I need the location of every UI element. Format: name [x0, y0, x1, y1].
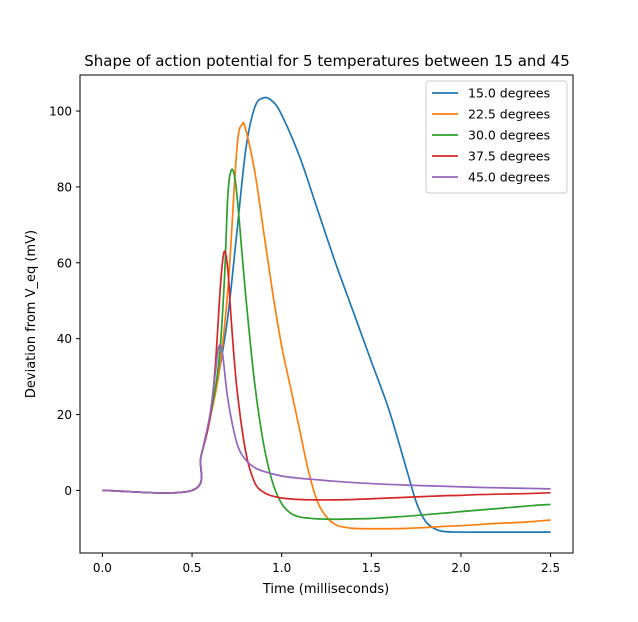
y-tick-label: 0: [64, 484, 72, 498]
series-line-1: [102, 121, 551, 530]
x-tick-label: 2.0: [451, 561, 470, 575]
legend-label: 37.5 degrees: [468, 149, 550, 164]
x-tick-label: 2.5: [541, 561, 560, 575]
y-tick-label: 40: [57, 332, 72, 346]
series-line-4: [102, 344, 551, 494]
x-tick-label: 0.0: [93, 561, 112, 575]
y-tick-label: 20: [57, 408, 72, 422]
legend-box: [425, 80, 568, 194]
legend-label: 15.0 degrees: [468, 86, 550, 101]
chart-title: Shape of action potential for 5 temperat…: [84, 52, 570, 70]
legend: 15.0 degrees 22.5 degrees 30.0 degrees 37.5…: [425, 80, 568, 194]
series-line-2: [102, 168, 551, 521]
x-tick-label: 1.0: [272, 561, 291, 575]
x-axis-label: Time (milliseconds): [262, 582, 389, 597]
y-axis-label: Deviation from V_eq (mV): [24, 230, 39, 398]
series-layer: [102, 96, 551, 534]
legend-label: 30.0 degrees: [468, 128, 550, 143]
axes-frame: [79, 74, 574, 554]
x-tick-label: 0.5: [182, 561, 201, 575]
x-tick-label: 1.5: [362, 561, 381, 575]
x-axis: 0.0 0.5 1.0 1.5 2.0 2.5: [93, 553, 560, 575]
y-axis: 0 20 40 60 80 100: [49, 105, 80, 498]
series-line-0: [102, 96, 551, 534]
legend-label: 45.0 degrees: [468, 170, 550, 185]
series-line-3: [102, 250, 551, 501]
y-tick-label: 100: [49, 105, 72, 119]
legend-label: 22.5 degrees: [468, 107, 550, 122]
y-tick-label: 60: [57, 256, 72, 270]
y-tick-label: 80: [57, 180, 72, 194]
